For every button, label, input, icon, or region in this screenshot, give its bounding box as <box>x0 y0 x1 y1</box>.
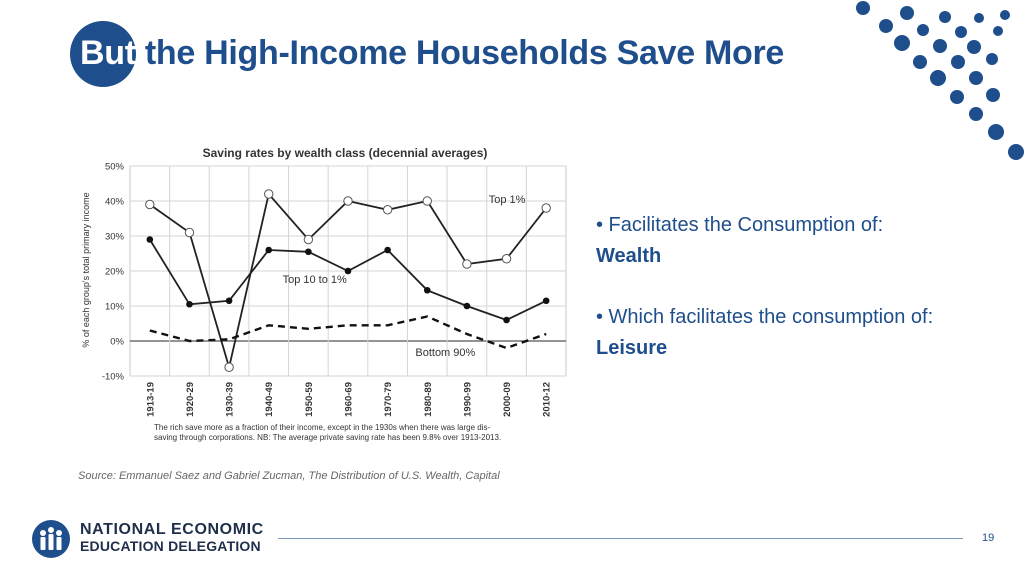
people-group-icon <box>32 520 70 558</box>
data-point-top-10-to-1 <box>225 297 233 305</box>
chart-caption-line-2: saving through corporations. NB: The ave… <box>154 433 501 442</box>
x-tick-label: 1950-59 <box>304 382 315 417</box>
bullet-item: • Which facilitates the consumption of: … <box>596 302 1016 364</box>
data-point-top-10-to-1 <box>305 248 312 256</box>
data-point-top-1 <box>501 254 512 264</box>
data-point-top-1 <box>462 259 472 269</box>
data-point-top-10-to-1 <box>384 246 391 254</box>
bullet-emphasis: Leisure <box>596 337 668 359</box>
data-point-top-1 <box>541 203 551 213</box>
data-point-top-1 <box>303 234 314 245</box>
slide-title: But the High-Income Households Save More <box>80 28 784 78</box>
y-tick-label: 10% <box>105 302 125 313</box>
bullet-list: • Facilitates the Consumption of: Wealth… <box>596 210 1016 394</box>
data-point-top-10-to-1 <box>542 297 550 305</box>
y-ticks: -10% 0% 10% 20% 30% 40% 50% <box>102 162 125 383</box>
bullet-item: • Facilitates the Consumption of: Wealth <box>596 210 1016 272</box>
data-point-top-1 <box>184 227 195 238</box>
data-point-top-10-to-1 <box>423 286 431 294</box>
x-tick-label: 2010-12 <box>542 382 553 417</box>
decorative-dots-icon <box>856 1 1024 160</box>
data-point-top-1 <box>224 362 234 372</box>
x-tick-label: 1980-89 <box>423 382 434 417</box>
y-tick-label: 30% <box>105 232 125 243</box>
saving-rates-chart: Saving rates by wealth class (decennial … <box>78 146 567 482</box>
series-label-top-10-to-1: Top 10 to 1% <box>283 274 347 286</box>
title-rest: the High-Income Households Save More <box>144 34 784 72</box>
data-point-top-10-to-1 <box>503 316 510 324</box>
x-tick-label: 1930-39 <box>225 382 236 417</box>
data-point-top-1 <box>422 196 432 206</box>
y-tick-label: 20% <box>105 267 125 278</box>
x-tick-label: 1990-99 <box>462 382 473 417</box>
title-prefix: But <box>80 34 136 72</box>
chart-series <box>145 189 551 372</box>
data-point-top-10-to-1 <box>186 300 193 308</box>
y-tick-label: 40% <box>105 197 125 208</box>
chart-title: Saving rates by wealth class (decennial … <box>203 146 488 160</box>
series-label-bottom-90: Bottom 90% <box>415 347 475 359</box>
bullet-lead: • Facilitates the Consumption of: <box>596 214 884 236</box>
data-point-top-1 <box>343 196 353 206</box>
bullet-emphasis: Wealth <box>596 245 662 267</box>
x-ticks: 1913-19 1920-29 1930-39 1940-49 1950-59 1960-… <box>145 382 552 417</box>
data-point-top-10-to-1 <box>344 267 352 275</box>
x-tick-label: 1960-69 <box>344 382 355 417</box>
x-tick-label: 1970-79 <box>383 382 394 417</box>
chart-caption-line-1: The rich save more as a fraction of thei… <box>154 423 491 432</box>
data-point-top-1 <box>145 199 155 210</box>
data-point-top-10-to-1 <box>265 246 273 254</box>
x-tick-label: 1920-29 <box>185 382 196 417</box>
x-tick-label: 2000-09 <box>502 382 513 417</box>
y-axis-label: % of each group's total primary income <box>81 192 91 347</box>
title-accent-circle <box>70 21 136 87</box>
data-point-top-1 <box>382 205 393 215</box>
footer-divider <box>278 538 963 539</box>
y-tick-label: 0% <box>110 337 124 348</box>
bullet-lead: • Which facilitates the consumption of: <box>596 306 934 328</box>
series-labels: Top 1% Top 10 to 1% Bottom 90% <box>283 194 526 359</box>
series-label-top-1: Top 1% <box>489 194 526 206</box>
y-tick-label: -10% <box>102 372 125 383</box>
chart-source: Source: Emmanuel Saez and Gabriel Zucman… <box>78 470 500 482</box>
y-tick-label: 50% <box>105 162 125 173</box>
organization-logo-text: NATIONAL ECONOMIC EDUCATION DELEGATION <box>80 521 264 555</box>
x-tick-label: 1913-19 <box>145 382 156 417</box>
x-tick-label: 1940-49 <box>264 382 275 417</box>
page-number: 19 <box>982 532 995 544</box>
data-point-top-10-to-1 <box>146 236 154 243</box>
data-point-top-10-to-1 <box>463 302 471 310</box>
logo-line-1: NATIONAL ECONOMIC <box>80 521 264 538</box>
logo-line-2: EDUCATION DELEGATION <box>80 538 261 554</box>
series-line-bottom-90 <box>149 315 547 350</box>
data-point-top-1 <box>264 189 274 199</box>
